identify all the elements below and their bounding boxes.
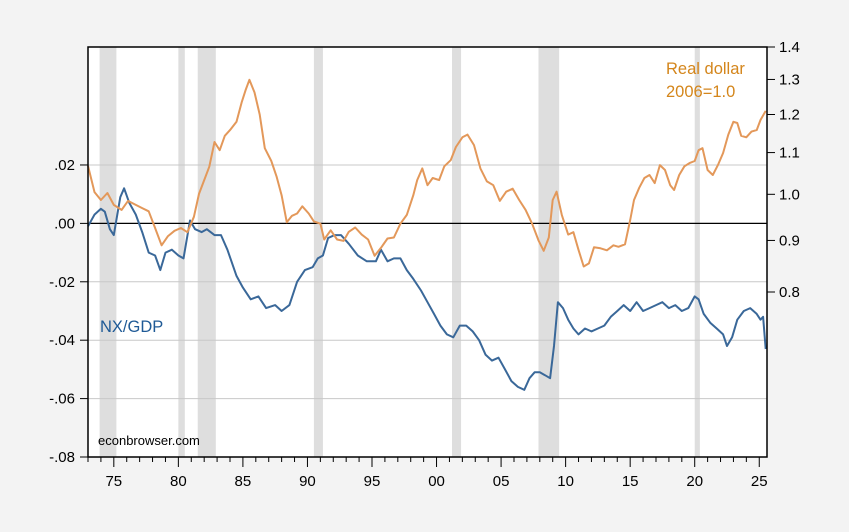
x-tick-label: 75 (105, 473, 122, 490)
right-tick-label: 0.9 (779, 232, 800, 249)
real-dollar-base-label: 2006=1.0 (666, 83, 735, 101)
real-dollar-label: Real dollar (666, 60, 745, 78)
recession-band (313, 47, 323, 457)
recession-band (694, 47, 700, 457)
nx-gdp-label: NX/GDP (100, 318, 163, 336)
left-tick-label: -.02 (49, 274, 75, 291)
gridlines (88, 164, 767, 400)
x-tick-label: 10 (557, 473, 574, 490)
real-dollar-line (87, 78, 767, 268)
left-axis: .02 .00 -.02 -.04 -.06 -.08 (49, 157, 88, 466)
x-tick-label: 00 (428, 473, 445, 490)
series-lines (87, 78, 767, 391)
x-tick-label: 20 (686, 473, 703, 490)
right-tick-label: 1.3 (779, 71, 800, 88)
recession-band (178, 47, 185, 457)
x-tick-label: 15 (622, 473, 639, 490)
right-tick-label: 1.0 (779, 186, 800, 203)
left-tick-label: .02 (54, 157, 75, 174)
x-axis: 75 80 85 90 95 00 05 10 15 20 25 (87, 457, 768, 490)
x-tick-label: 25 (751, 473, 768, 490)
plot-frame (87, 46, 768, 458)
x-tick-label: 95 (364, 473, 381, 490)
x-tick-label: 85 (235, 473, 252, 490)
left-tick-label: -.06 (49, 391, 75, 408)
right-axis: 1.4 1.3 1.2 1.1 1.0 0.9 0.8 (767, 39, 800, 301)
recession-band (452, 47, 462, 457)
left-tick-label: .00 (54, 215, 75, 232)
right-tick-label: 1.4 (779, 39, 800, 56)
right-tick-label: 0.8 (779, 284, 800, 301)
recession-band (538, 47, 560, 457)
recession-shading (99, 47, 700, 457)
plot-area (88, 47, 767, 457)
x-tick-label: 80 (170, 473, 187, 490)
right-tick-label: 1.1 (779, 145, 800, 162)
x-tick-label: 90 (299, 473, 316, 490)
left-tick-label: -.08 (49, 449, 75, 466)
recession-band (99, 47, 117, 457)
watermark: econbrowser.com (98, 433, 200, 448)
x-tick-label: 05 (493, 473, 510, 490)
right-tick-label: 1.2 (779, 106, 800, 123)
recession-band (197, 47, 216, 457)
left-tick-label: -.04 (49, 332, 75, 349)
